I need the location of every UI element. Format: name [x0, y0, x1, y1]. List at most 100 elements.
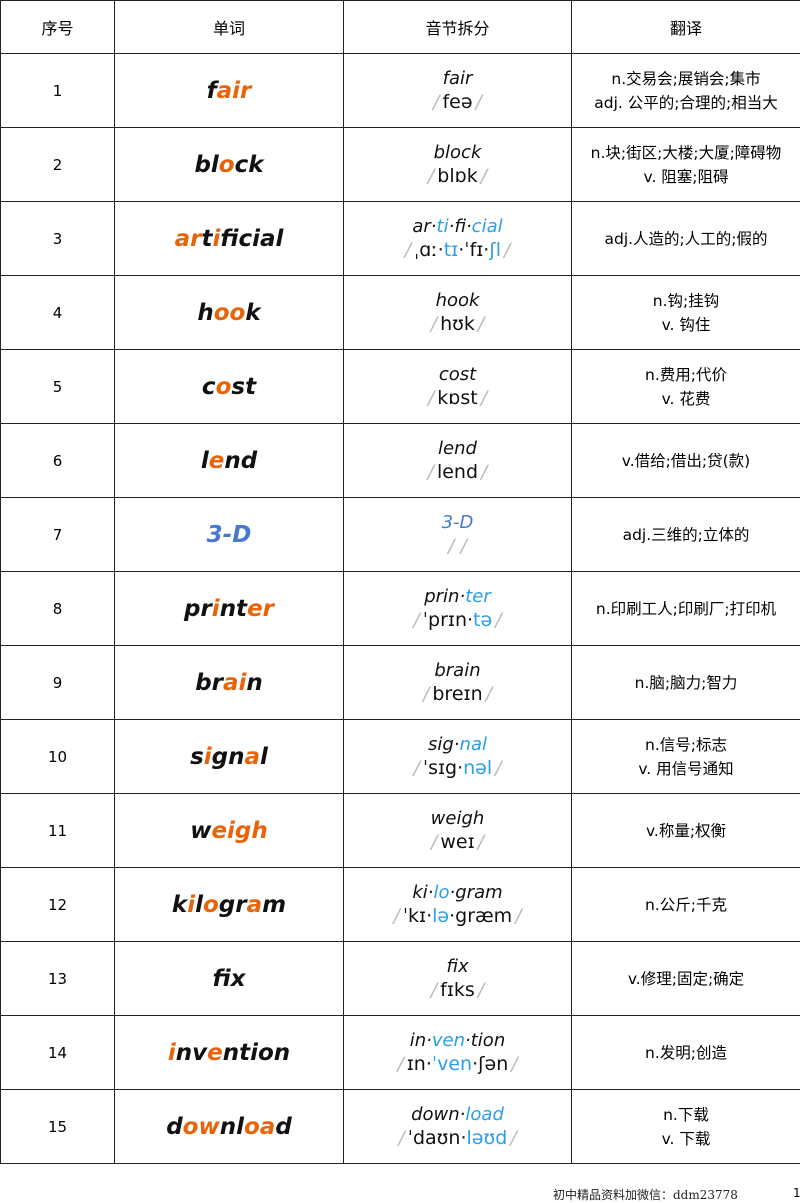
syllable-cell: fix / fɪks / — [343, 941, 572, 1016]
word-segment: i — [167, 1039, 176, 1066]
syllable-segment: ·fi· — [448, 215, 472, 237]
syllable-split: lend — [344, 437, 571, 460]
phonetic: / ˌɑː·tɪ·ˈfɪ·ʃl / — [344, 238, 571, 263]
syllable-segment: weigh — [430, 807, 485, 829]
word-cell: download — [114, 1089, 344, 1164]
word-segment: pr — [183, 595, 212, 622]
phonetic-segment: tɪ — [443, 238, 459, 261]
phonetic-segment: tə — [473, 608, 493, 631]
header-translation: 翻译 — [571, 0, 800, 54]
row-index: 1 — [0, 53, 115, 128]
row-index: 2 — [0, 127, 115, 202]
word-segment: f — [220, 225, 239, 252]
syllable-segment: prin· — [424, 585, 466, 607]
translation-cell: n.交易会;展销会;集市 adj. 公平的;合理的;相当大 — [571, 53, 800, 128]
translation-line: v.借给;借出;贷(款) — [621, 451, 751, 470]
syllable-split: in·ven·tion — [344, 1029, 571, 1052]
word-cell: signal — [114, 719, 344, 794]
slash: / — [430, 978, 438, 1001]
slash: / — [413, 608, 420, 631]
phonetic-segment: feə — [442, 90, 473, 113]
syllable-segment: block — [433, 141, 482, 163]
row-index: 13 — [0, 941, 115, 1016]
slash: / — [430, 830, 438, 853]
syllable-segment: down· — [411, 1103, 466, 1125]
word-segment: nd — [224, 447, 258, 474]
syllable-split: fix — [344, 955, 571, 978]
word-segment: k — [245, 299, 261, 326]
table-row: 14 invention in·ven·tion / ɪn·ˈven·ʃən / n.发明;… — [0, 1015, 800, 1090]
slash: / — [495, 756, 502, 779]
syllable-segment: brain — [434, 659, 481, 681]
translation-line: n.块;街区;大楼;大厦;障碍物 — [590, 143, 782, 162]
word-segment: ai — [223, 669, 247, 696]
syllable-split: weigh — [344, 807, 571, 830]
slash: / — [480, 386, 488, 409]
word-segment: o — [215, 373, 232, 400]
word-segment: d — [275, 1113, 292, 1140]
syllable-split: fair — [344, 67, 571, 90]
syllable-split: ar·ti·fi·cial — [344, 215, 571, 238]
table-row: 13 fixfix/fɪks/v.修理;固定;确定 — [0, 941, 800, 1016]
word-cell: brain — [114, 645, 344, 720]
row-index: 8 — [0, 571, 115, 646]
phonetic: / / — [344, 534, 571, 559]
syllable-segment: ar· — [412, 215, 437, 237]
phonetic-segment: lend — [436, 460, 479, 483]
translation-line: adj.三维的;立体的 — [622, 525, 750, 544]
table-row: 12 kilogram ki·lo·gram / ˈkɪ·lə·græm / n.公斤;千克 — [0, 867, 800, 942]
translation-cell: v.修理;固定;确定 — [571, 941, 800, 1016]
syllable-cell: 3-D / / — [343, 497, 572, 572]
phonetic-segment: ·ʃən — [472, 1052, 509, 1075]
syllable-segment: ven — [431, 1029, 466, 1051]
syllable-segment: nal — [459, 733, 487, 755]
word-segment: x — [230, 965, 246, 992]
phonetic-segment: ·ˈfɪ· — [458, 238, 490, 261]
word-segment: ow — [182, 1113, 220, 1140]
syllable-segment: cost — [438, 363, 477, 385]
translation-line: v. 阻塞;阻碍 — [643, 167, 729, 186]
word-segment: br — [195, 669, 224, 696]
row-index: 10 — [0, 719, 115, 794]
word-segment: n — [246, 669, 263, 696]
table-row: 6 lend lend / lend / v.借给;借出;贷(款) — [0, 423, 800, 498]
word-segment: nv — [175, 1039, 208, 1066]
row-index: 3 — [0, 201, 115, 276]
syllable-split: cost — [344, 363, 571, 386]
translation-line: v.修理;固定;确定 — [627, 969, 745, 988]
row-index: 5 — [0, 349, 115, 424]
word-cell: lend — [114, 423, 344, 498]
word-cell: hook — [114, 275, 344, 350]
syllable-split: 3-D — [344, 511, 571, 534]
syllable-segment: ·gram — [449, 881, 503, 903]
vocabulary-table: 序号 单词 音节拆分 翻译 1 fair fair / feə / n.交易会;展销会;集市… — [0, 0, 800, 1164]
word-cell: invention — [114, 1015, 344, 1090]
word-segment: oa — [244, 1113, 276, 1140]
phonetic-segment: nəl — [463, 756, 493, 779]
word-segment: air — [216, 77, 252, 104]
syllable-cell: cost / kɒst / — [343, 349, 572, 424]
translation-line: v. 花费 — [661, 389, 711, 408]
word-segment: l — [200, 447, 209, 474]
table-row: 15 download down·load / ˈdaʊn·ləʊd / n.下载 v. 下载 — [0, 1089, 800, 1164]
phonetic-segment: ˈsɪg· — [422, 756, 464, 779]
syllable-segment: lend — [438, 437, 477, 459]
word-segment: ntion — [222, 1039, 291, 1066]
phonetic: / ɪn·ˈven·ʃən / — [344, 1052, 571, 1077]
word-segment: f — [212, 965, 231, 992]
syllable-split: ki·lo·gram — [344, 881, 571, 904]
row-index: 12 — [0, 867, 115, 942]
word-segment: h — [197, 299, 214, 326]
syllable-cell: lend / lend / — [343, 423, 572, 498]
syllable-segment: cial — [471, 215, 503, 237]
translation-line: adj. 公平的;合理的;相当大 — [594, 93, 778, 112]
phonetic: / kɒst / — [344, 386, 571, 411]
translation-cell: n.脑;脑力;智力 — [571, 645, 800, 720]
phonetic: / lend / — [344, 460, 571, 485]
phonetic: / feə / — [344, 90, 571, 115]
translation-line: n.脑;脑力;智力 — [634, 673, 738, 692]
word-segment: l — [195, 891, 203, 918]
word-segment: s — [190, 743, 204, 770]
syllable-cell: block / blɒk / — [343, 127, 572, 202]
header-row: 序号 单词 音节拆分 翻译 — [0, 0, 800, 54]
